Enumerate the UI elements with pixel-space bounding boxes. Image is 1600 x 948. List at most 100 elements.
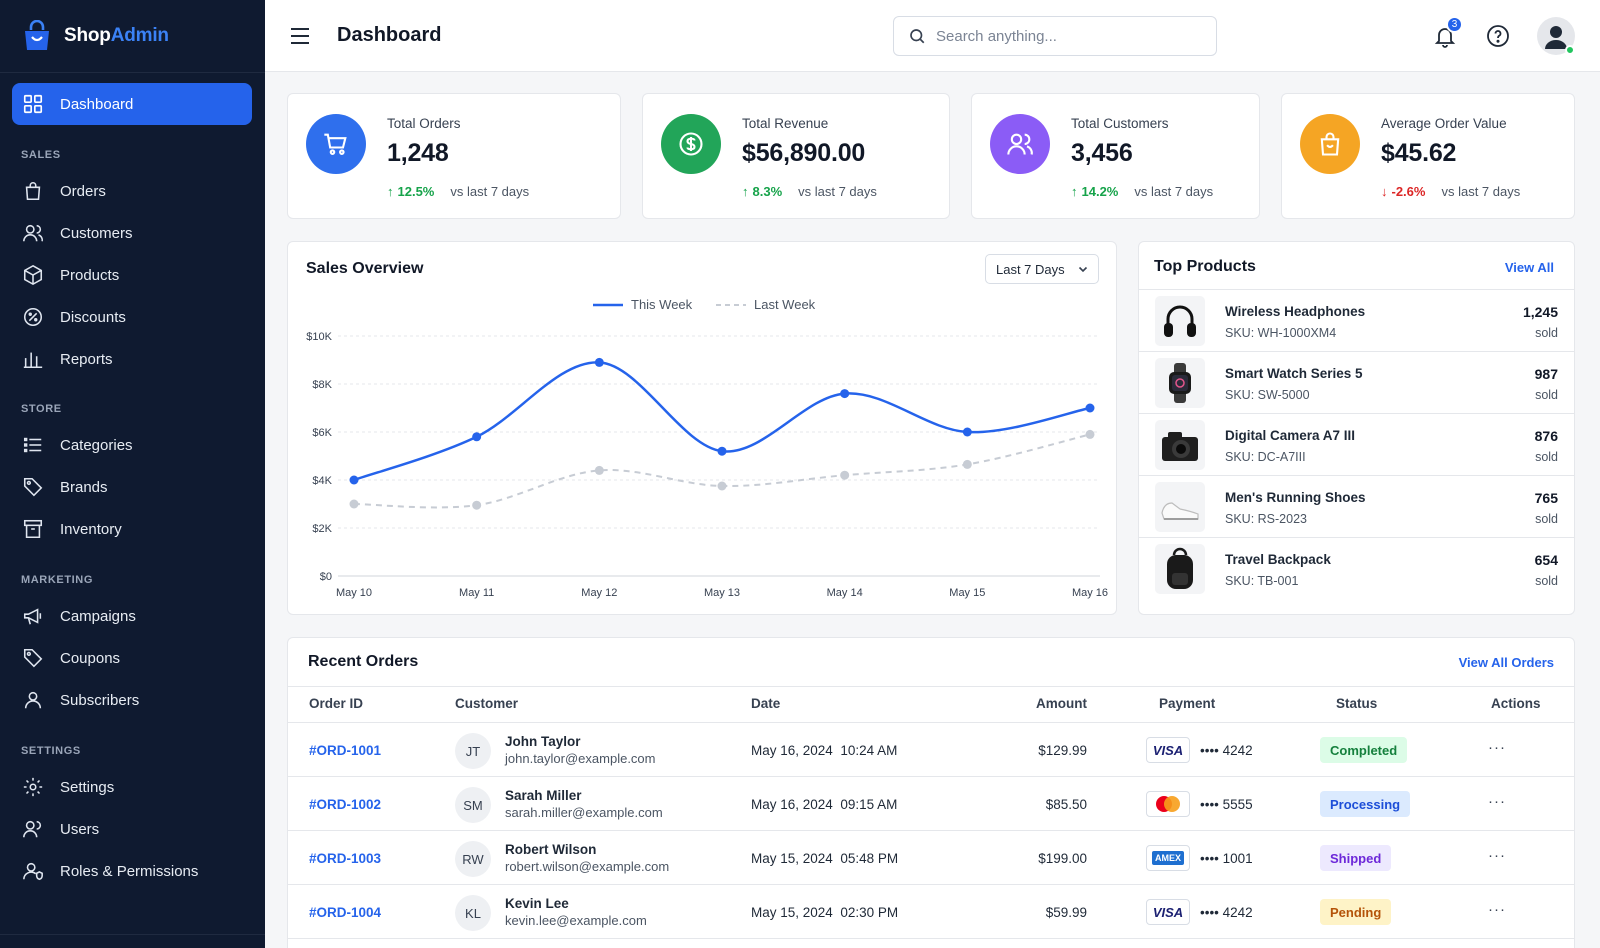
sidebar-item-discounts[interactable]: Discounts [12,296,252,338]
product-name: Travel Backpack [1225,552,1331,567]
app-logo[interactable]: ShopAdmin [22,20,169,52]
sidebar-item-categories[interactable]: Categories [12,424,252,466]
stat-card-total-customers: Total Customers 3,456 ↑ 14.2% vs last 7 da… [971,93,1260,219]
status-badge: Shipped [1320,845,1392,871]
stat-change: ↑ 14.2% vs last 7 days [1071,184,1213,199]
product-sku: SKU: WH-1000XM4 [1225,326,1337,340]
customer-email: sarah.miller@example.com [505,805,663,820]
stat-comparison: vs last 7 days [1441,184,1521,199]
discount-icon [23,307,43,327]
more-actions-button[interactable]: ··· [1488,739,1506,756]
status-badge: Pending [1320,899,1392,925]
sidebar-item-coupons[interactable]: Coupons [12,637,252,679]
stat-card-total-revenue: Total Revenue $56,890.00 ↑ 8.3% vs last 7 … [642,93,950,219]
order-id-link[interactable]: #ORD-1002 [309,797,382,812]
amex-icon: AMEX [1146,845,1190,871]
stat-label: Total Orders [387,116,461,131]
arrow-down-icon: ↓ [1381,184,1388,199]
help-icon[interactable] [1486,24,1510,48]
table-row[interactable]: #ORD-1003 RW Robert Wilson robert.wilson… [288,831,1574,885]
product-row[interactable]: Digital Camera A7 III SKU: DC-A7III 876 … [1139,413,1574,475]
product-row[interactable]: Wireless Headphones SKU: WH-1000XM4 1,24… [1139,289,1574,351]
table-row[interactable]: #ORD-1001 JT John Taylor john.taylor@exa… [288,723,1574,777]
search-icon [910,29,925,44]
search-box[interactable] [893,16,1217,56]
column-header-order-id[interactable]: Order ID [309,696,364,711]
column-header-payment[interactable]: Payment [1159,696,1216,711]
avatar[interactable] [1537,17,1575,55]
product-sold-label: sold [1535,388,1558,402]
column-header-customer[interactable]: Customer [455,696,519,711]
stat-change-value: 8.3% [752,184,783,199]
product-sold-count: 765 [1534,490,1558,506]
order-date: May 15, 2024 05:48 PM [751,851,899,866]
stat-value: 1,248 [387,139,449,167]
customer-email: robert.wilson@example.com [505,859,670,874]
column-header-amount[interactable]: Amount [1036,696,1087,711]
legend-this-week: This Week [593,297,692,312]
order-id-link[interactable]: #ORD-1003 [309,851,382,866]
stat-value: 3,456 [1071,139,1133,167]
product-sold-label: sold [1535,450,1558,464]
user-avatar-icon [1545,26,1567,49]
order-id-link[interactable]: #ORD-1004 [309,905,382,920]
column-header-status[interactable]: Status [1336,696,1378,711]
order-id-link[interactable]: #ORD-1001 [309,743,382,758]
product-sku: SKU: RS-2023 [1225,512,1307,526]
users-icon [990,114,1050,174]
order-amount: $199.00 [1038,851,1087,866]
camera-icon [1155,420,1205,470]
y-tick-label: $10K [306,331,332,343]
shopping-bag-logo-icon [25,20,49,50]
sidebar-item-dashboard[interactable]: Dashboard [12,83,252,125]
megaphone-icon [23,608,42,625]
sidebar-item-reports[interactable]: Reports [12,338,252,380]
shoe-icon [1155,482,1205,532]
stat-card-total-orders: Total Orders 1,248 ↑ 12.5% vs last 7 days [287,93,621,219]
x-tick-label: May 13 [704,587,740,599]
sidebar-item-brands[interactable]: Brands [12,466,252,508]
sidebar-item-label: Dashboard [60,95,134,113]
date-range-value: Last 7 Days [996,261,1065,277]
x-tick-label: May 11 [459,587,494,599]
product-row[interactable]: Men's Running Shoes SKU: RS-2023 765 sol… [1139,475,1574,537]
sidebar-item-roles[interactable]: Roles & Permissions [12,850,252,892]
sidebar-item-customers[interactable]: Customers [12,212,252,254]
backpack-icon [1155,544,1205,594]
table-row[interactable]: #ORD-1002 SM Sarah Miller sarah.miller@e… [288,777,1574,831]
stat-change: ↓ -2.6% vs last 7 days [1381,184,1520,199]
card-last4: •••• 4242 [1200,905,1253,920]
table-header-bottom-border [288,722,1574,723]
sidebar-item-products[interactable]: Products [12,254,252,296]
product-row[interactable]: Smart Watch Series 5 SKU: SW-5000 987 so… [1139,351,1574,413]
sidebar-item-settings[interactable]: Settings [12,766,252,808]
x-tick-label: May 16 [1072,587,1108,599]
stat-change-value: 14.2% [1081,184,1119,199]
menu-icon[interactable] [289,26,311,46]
sidebar-item-campaigns[interactable]: Campaigns [12,595,252,637]
table-row[interactable]: #ORD-1004 KL Kevin Lee kevin.lee@example… [288,885,1574,939]
sidebar-item-inventory[interactable]: Inventory [12,508,252,550]
more-actions-button[interactable]: ··· [1488,901,1506,918]
product-name: Men's Running Shoes [1225,490,1366,505]
archive-icon [23,519,43,539]
view-all-orders-link[interactable]: View All Orders [1458,655,1554,670]
sidebar-item-label: Categories [60,436,133,454]
product-row[interactable]: Travel Backpack SKU: TB-001 654 sold [1139,537,1574,599]
customer-name: Kevin Lee [505,896,569,911]
view-all-products-link[interactable]: View All [1504,260,1554,275]
date-range-dropdown[interactable]: Last 7 Days [985,254,1099,284]
customer-email: john.taylor@example.com [505,751,656,766]
sidebar-item-subscribers[interactable]: Subscribers [12,679,252,721]
sidebar-item-users[interactable]: Users [12,808,252,850]
sidebar-item-label: Settings [60,778,115,796]
column-header-date[interactable]: Date [751,696,781,711]
x-tick-label: May 14 [827,587,863,599]
more-actions-button[interactable]: ··· [1488,847,1506,864]
chevron-down-icon [1078,266,1087,273]
search-input[interactable] [936,27,1196,45]
online-status-dot [1565,45,1575,55]
more-actions-button[interactable]: ··· [1488,793,1506,810]
sidebar-item-orders[interactable]: Orders [12,170,252,212]
order-date: May 16, 2024 10:24 AM [751,743,898,758]
